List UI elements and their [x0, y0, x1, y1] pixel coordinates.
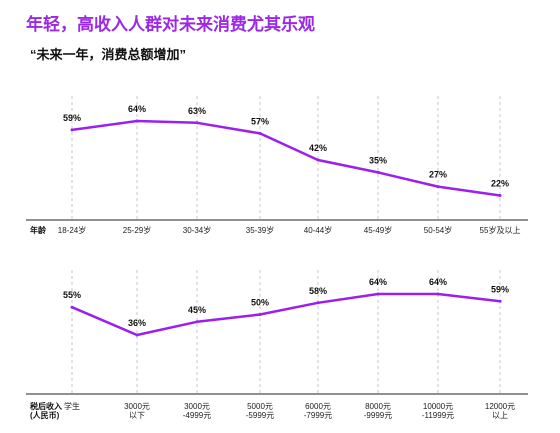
page-title: 年轻，高收入人群对未来消费尤其乐观 — [26, 15, 315, 34]
x-tick-label-7: 10000元-11999元 — [422, 402, 454, 420]
data-point-5 — [316, 301, 320, 305]
data-point-8 — [498, 299, 502, 303]
data-label-2: 64% — [128, 104, 146, 114]
data-point-3 — [195, 320, 199, 324]
data-point-6 — [376, 170, 380, 174]
data-label-5: 42% — [309, 143, 327, 153]
data-point-3 — [195, 121, 199, 125]
x-tick-label-2: 3000元以下 — [124, 402, 150, 420]
data-label-4: 57% — [251, 116, 269, 126]
x-tick-label-1: 18-24岁 — [58, 225, 86, 235]
x-tick-label-3: 3000元-4999元 — [183, 402, 211, 420]
data-label-3: 63% — [188, 106, 206, 116]
data-label-7: 27% — [429, 170, 447, 180]
x-tick-label-1: 学生 — [64, 401, 80, 411]
x-tick-label-2: 25-29岁 — [123, 225, 151, 235]
data-label-6: 64% — [369, 277, 387, 287]
x-tick-label-8: 55岁及以上 — [480, 225, 521, 235]
x-axis-title: 年龄 — [30, 225, 47, 235]
x-tick-label-6: 45-49岁 — [364, 225, 392, 235]
data-label-5: 58% — [309, 286, 327, 296]
data-point-5 — [316, 158, 320, 162]
data-point-7 — [436, 185, 440, 189]
data-point-7 — [436, 292, 440, 296]
data-label-8: 22% — [491, 179, 509, 189]
series-line — [70, 292, 502, 337]
data-point-1 — [70, 128, 74, 132]
x-tick-label-3: 30-34岁 — [183, 225, 211, 235]
data-point-8 — [498, 194, 502, 197]
data-point-1 — [70, 305, 74, 309]
x-tick-label-6: 8000元-9999元 — [364, 402, 392, 420]
data-point-2 — [135, 119, 139, 123]
x-tick-label-5: 6000元-7999元 — [304, 402, 332, 420]
data-label-1: 55% — [63, 290, 81, 300]
x-tick-label-5: 40-44岁 — [304, 225, 332, 235]
x-tick-label-7: 50-54岁 — [424, 225, 452, 235]
chart-subtitle: “未来一年，消费总额增加” — [30, 47, 187, 62]
x-tick-label-4: 5000元-5999元 — [246, 402, 274, 420]
data-point-4 — [258, 131, 262, 135]
series-line — [70, 119, 502, 197]
data-label-2: 36% — [128, 318, 146, 328]
data-label-1: 59% — [63, 113, 81, 123]
data-point-6 — [376, 292, 380, 296]
data-label-4: 50% — [251, 298, 269, 308]
x-axis-title: 税后收入(人民币) — [30, 401, 62, 420]
x-tick-label-8: 12000元以上 — [485, 402, 515, 420]
data-label-7: 64% — [429, 277, 447, 287]
x-tick-label-4: 35-39岁 — [246, 225, 274, 235]
data-label-6: 35% — [369, 155, 387, 165]
data-label-3: 45% — [188, 305, 206, 315]
data-label-8: 59% — [491, 284, 509, 294]
data-point-2 — [135, 333, 139, 337]
data-point-4 — [258, 313, 262, 316]
